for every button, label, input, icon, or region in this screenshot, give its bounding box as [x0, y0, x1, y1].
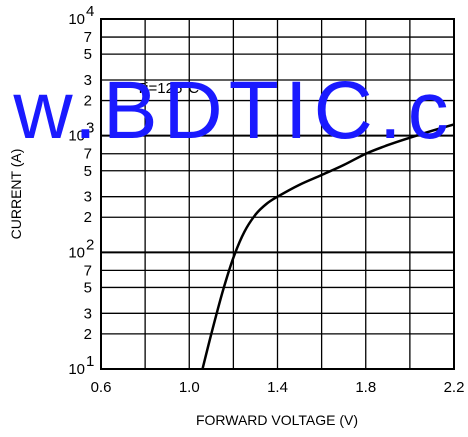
x-tick-labels: 0.6 1.0 1.4 1.8 2.2: [91, 379, 465, 396]
watermark: w.BDTIC.c: [13, 65, 455, 156]
annotation-temperature: Tj=125°C: [136, 80, 199, 97]
y-tick-label: 2: [84, 326, 92, 343]
x-axis-label: FORWARD VOLTAGE (V): [196, 412, 358, 428]
x-tick-label: 1.0: [179, 379, 200, 396]
y-tick-label: 10: [68, 361, 85, 378]
y-tick-label: 10: [68, 11, 85, 28]
y-tick-label: 3: [84, 305, 92, 322]
y-tick-exponent: 4: [86, 3, 94, 20]
y-tick-label: 10: [68, 128, 85, 145]
x-tick-label: 1.4: [267, 379, 288, 396]
x-tick-label: 2.2: [444, 379, 465, 396]
y-tick-label: 5: [84, 46, 92, 63]
y-tick-exponent: 3: [86, 120, 94, 137]
y-tick-exponent: 1: [86, 353, 94, 370]
series-line: [201, 123, 455, 370]
y-tick-exponent: 2: [86, 236, 94, 253]
y-tick-label: 7: [84, 262, 92, 279]
plot-frame: [100, 18, 455, 370]
y-tick-label: 10: [68, 244, 85, 261]
x-tick-label: 1.8: [355, 379, 376, 396]
y-tick-label: 3: [84, 189, 92, 206]
y-axis-label: CURRENT (A): [8, 149, 24, 240]
y-tick-label: 3: [84, 72, 92, 89]
x-tick-label: 0.6: [91, 379, 112, 396]
y-tick-label: 7: [84, 29, 92, 46]
y-tick-label: 7: [84, 146, 92, 163]
y-tick-label: 2: [84, 209, 92, 226]
y-tick-label: 5: [84, 279, 92, 296]
y-tick-label: 2: [84, 93, 92, 110]
y-tick-label: 5: [84, 163, 92, 180]
